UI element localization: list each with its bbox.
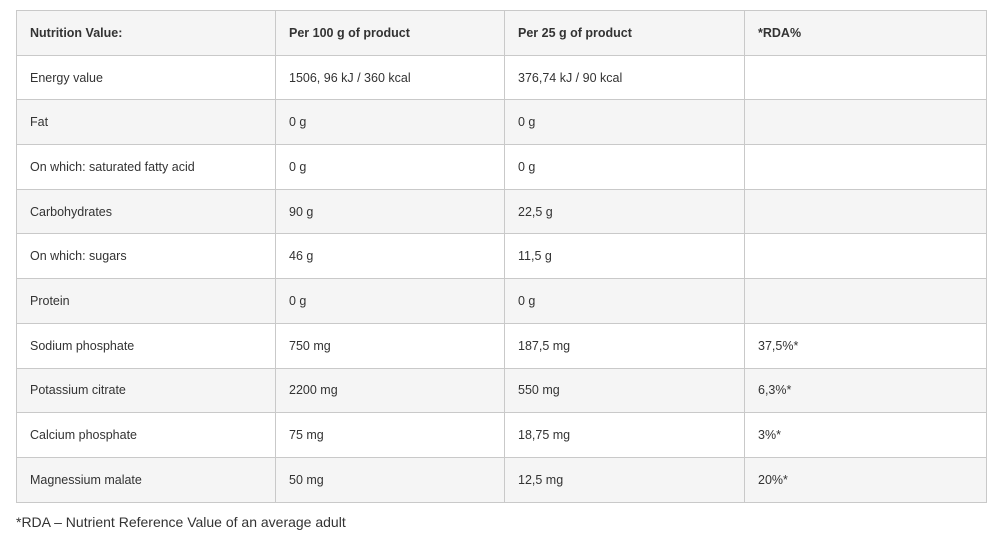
header-per-100g: Per 100 g of product: [275, 10, 505, 56]
per-100g-cell: 2200 mg: [275, 367, 505, 414]
per-25g-cell: 0 g: [504, 99, 745, 146]
per-100g-cell: 1506, 96 kJ / 360 kcal: [275, 54, 505, 101]
nutrient-name-cell: On which: sugars: [16, 233, 276, 280]
nutrient-name-cell: On which: saturated fatty acid: [16, 144, 276, 190]
per-25g-cell: 18,75 mg: [504, 412, 745, 458]
header-row: Nutrition Value: Per 100 g of product Pe…: [16, 10, 987, 56]
rda-cell: [744, 144, 987, 190]
nutrient-name-cell: Protein: [16, 278, 276, 324]
per-100g-cell: 0 g: [275, 99, 505, 146]
table-row: Potassium citrate 2200 mg 550 mg 6,3%*: [16, 367, 987, 414]
nutrient-name-cell: Carbohydrates: [16, 188, 276, 235]
nutrition-table: Nutrition Value: Per 100 g of product Pe…: [16, 10, 987, 503]
table-header: Nutrition Value: Per 100 g of product Pe…: [16, 10, 987, 56]
rda-cell: [744, 233, 987, 280]
per-100g-cell: 46 g: [275, 233, 505, 280]
rda-cell: [744, 54, 987, 101]
nutrient-name-cell: Calcium phosphate: [16, 412, 276, 458]
per-25g-cell: 22,5 g: [504, 188, 745, 235]
header-rda: *RDA%: [744, 10, 987, 56]
table-row: Magnessium malate 50 mg 12,5 mg 20%*: [16, 456, 987, 503]
rda-cell: [744, 278, 987, 324]
per-25g-cell: 11,5 g: [504, 233, 745, 280]
table-row: Calcium phosphate 75 mg 18,75 mg 3%*: [16, 412, 987, 458]
rda-cell: [744, 188, 987, 235]
rda-cell: [744, 99, 987, 146]
header-nutrition-value: Nutrition Value:: [16, 10, 276, 56]
per-25g-cell: 550 mg: [504, 367, 745, 414]
nutrient-name-cell: Magnessium malate: [16, 456, 276, 503]
rda-cell: 20%*: [744, 456, 987, 503]
rda-cell: 3%*: [744, 412, 987, 458]
nutrient-name-cell: Fat: [16, 99, 276, 146]
per-100g-cell: 75 mg: [275, 412, 505, 458]
per-100g-cell: 0 g: [275, 278, 505, 324]
table-row: Sodium phosphate 750 mg 187,5 mg 37,5%*: [16, 322, 987, 369]
table-row: Protein 0 g 0 g: [16, 278, 987, 324]
rda-cell: 37,5%*: [744, 322, 987, 369]
header-per-25g: Per 25 g of product: [504, 10, 745, 56]
nutrient-name-cell: Energy value: [16, 54, 276, 101]
per-25g-cell: 0 g: [504, 144, 745, 190]
per-25g-cell: 12,5 mg: [504, 456, 745, 503]
table-row: On which: saturated fatty acid 0 g 0 g: [16, 144, 987, 190]
rda-cell: 6,3%*: [744, 367, 987, 414]
table-row: Energy value 1506, 96 kJ / 360 kcal 376,…: [16, 54, 987, 101]
rda-footnote: *RDA – Nutrient Reference Value of an av…: [16, 514, 346, 530]
per-100g-cell: 90 g: [275, 188, 505, 235]
per-100g-cell: 0 g: [275, 144, 505, 190]
per-100g-cell: 750 mg: [275, 322, 505, 369]
nutrient-name-cell: Sodium phosphate: [16, 322, 276, 369]
table-body: Energy value 1506, 96 kJ / 360 kcal 376,…: [16, 54, 987, 503]
per-100g-cell: 50 mg: [275, 456, 505, 503]
table-row: On which: sugars 46 g 11,5 g: [16, 233, 987, 280]
per-25g-cell: 187,5 mg: [504, 322, 745, 369]
table-row: Carbohydrates 90 g 22,5 g: [16, 188, 987, 235]
table-row: Fat 0 g 0 g: [16, 99, 987, 146]
per-25g-cell: 0 g: [504, 278, 745, 324]
nutrient-name-cell: Potassium citrate: [16, 367, 276, 414]
per-25g-cell: 376,74 kJ / 90 kcal: [504, 54, 745, 101]
